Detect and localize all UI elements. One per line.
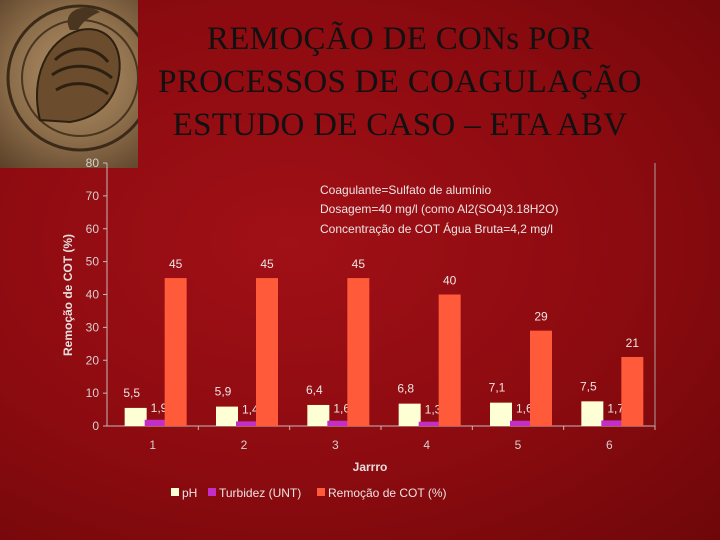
bar-remocao-5 [530,330,552,426]
data-label-remocao-3: 45 [352,257,366,271]
data-label-ph-6: 7,5 [580,379,597,393]
title-line-2: PROCESSOS DE COAGULAÇÃO [158,64,642,100]
bar-remocao-2 [256,278,278,426]
y-tick-label: 0 [92,419,99,433]
data-label-remocao-6: 21 [626,336,640,350]
legend-label-ph: pH [182,486,197,500]
bar-turbidez-6 [601,420,624,426]
bar-ph-1 [124,407,147,426]
y-tick-label: 80 [86,156,100,170]
bar-turbidez-2 [236,421,258,426]
data-label-remocao-2: 45 [260,257,274,271]
data-label-turbidez-4: 1,3 [425,403,442,417]
data-label-turbidez-5: 1,6 [516,402,533,416]
bar-ph-6 [581,401,604,426]
data-label-ph-5: 7,1 [489,381,506,395]
bar-ph-2 [216,406,238,426]
data-label-turbidez-2: 1,4 [242,402,259,416]
data-label-remocao-4: 40 [443,274,457,288]
data-label-ph-2: 5,9 [215,385,232,399]
x-tick-label: 5 [515,438,522,452]
bar-turbidez-3 [327,420,350,426]
data-label-ph-3: 6,4 [306,383,323,397]
x-tick-label: 6 [606,438,613,452]
bar-remocao-4 [438,294,461,426]
bar-turbidez-4 [418,421,441,426]
slide-title: REMOÇÃO DE CONs POR PROCESSOS DE COAGULA… [80,18,720,147]
legend: pH Turbidez (UNT) Remoção de COT (%) [171,486,446,500]
bar-turbidez-5 [510,420,532,426]
data-label-ph-4: 6,8 [397,382,414,396]
bar-remocao-3 [347,278,370,426]
bar-turbidez-1 [144,419,167,426]
seal-logo [0,0,138,168]
legend-label-remocao: Remoção de COT (%) [328,486,446,500]
x-tick-label: 3 [332,438,339,452]
x-tick-label: 2 [241,438,248,452]
title-line-1: REMOÇÃO DE CONs POR [206,21,594,57]
x-tick-label: 4 [423,438,430,452]
legend-swatch-ph [171,488,179,496]
x-tick-label: 1 [149,438,156,452]
bar-ph-3 [307,404,330,426]
annotation-dosagem: Dosagem=40 mg/l (como Al2(SO4)3.18H2O) [320,202,558,216]
y-tick-label: 70 [86,189,100,203]
bar-ph-5 [490,402,512,426]
data-label-ph-1: 5,5 [123,386,140,400]
annotation-cot-agua-bruta: Concentração de COT Água Bruta=4,2 mg/l [320,221,553,236]
bar-ph-4 [398,403,421,426]
annotation-coagulante: Coagulante=Sulfato de alumínio [320,183,491,197]
data-label-turbidez-6: 1,7 [607,401,624,415]
legend-label-turbidez: Turbidez (UNT) [219,486,301,500]
y-tick-label: 40 [86,288,100,302]
legend-swatch-remocao [317,488,325,496]
bar-remocao-6 [621,356,644,426]
bar-remocao-1 [164,278,187,426]
title-line-3: ESTUDO DE CASO – ETA ABV [172,107,628,143]
data-label-turbidez-3: 1,6 [333,402,350,416]
y-axis-title: Remoção de COT (%) [61,234,75,356]
data-label-turbidez-1: 1,9 [151,401,168,415]
y-tick-label: 30 [86,320,100,334]
y-tick-label: 20 [86,353,100,367]
y-tick-label: 10 [86,386,100,400]
legend-swatch-turbidez [208,488,216,496]
knight-helmet-seal-icon [6,4,138,152]
data-label-remocao-1: 45 [169,257,183,271]
data-label-remocao-5: 29 [534,310,548,324]
x-axis-title: Jarrro [353,460,388,474]
y-tick-label: 50 [86,255,100,269]
y-tick-label: 60 [86,222,100,236]
